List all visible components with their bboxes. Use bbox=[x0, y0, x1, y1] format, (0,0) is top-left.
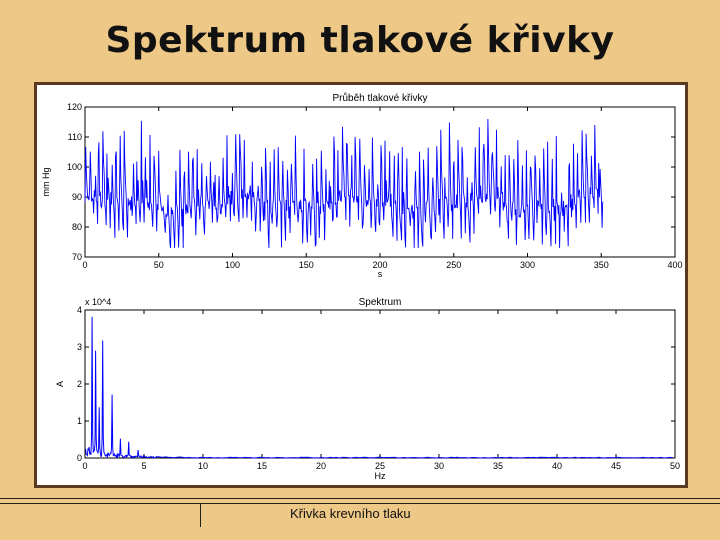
time-plot-ytick-label: 80 bbox=[72, 222, 82, 232]
time-plot-xtick-label: 100 bbox=[225, 260, 240, 270]
time-plot-xtick-label: 0 bbox=[82, 260, 87, 270]
spectrum-plot-xtick-label: 45 bbox=[611, 461, 621, 471]
spectrum-plot-multiplier: x 10^4 bbox=[85, 297, 111, 307]
time-plot-ytick-label: 70 bbox=[72, 252, 82, 262]
time-plot-xtick-label: 150 bbox=[299, 260, 314, 270]
spectrum-plot-xtick-label: 50 bbox=[670, 461, 680, 471]
spectrum-plot-ytick-label: 0 bbox=[77, 453, 82, 463]
time-plot-ytick-label: 90 bbox=[72, 192, 82, 202]
footer-caption: Křivka krevního tlaku bbox=[290, 506, 411, 521]
spectrum-plot-xtick-label: 35 bbox=[493, 461, 503, 471]
time-plot-axes-box bbox=[84, 106, 676, 258]
spectrum-plot-title: Spektrum bbox=[359, 297, 402, 308]
spectrum-plot: Spektrum x 10^4 Hz A 0 5 10 15 20 25 30 35 40 45 5… bbox=[55, 297, 680, 481]
spectrum-series-line bbox=[85, 316, 673, 459]
spectrum-plot-ytick-label: 4 bbox=[77, 305, 82, 315]
figure-canvas: Průběh tlakové křivky s mm Hg 0 50 100 150 2… bbox=[41, 92, 683, 481]
time-plot-ylabel: mm Hg bbox=[41, 168, 51, 197]
slide-title: Spektrum tlakové křivky bbox=[105, 20, 615, 61]
footer-rule-top bbox=[0, 498, 720, 499]
spectrum-plot-xlabel: Hz bbox=[375, 471, 386, 481]
spectrum-plot-xtick-label: 25 bbox=[375, 461, 385, 471]
time-plot-xtick-label: 300 bbox=[520, 260, 535, 270]
spectrum-plot-ytick-label: 3 bbox=[77, 342, 82, 352]
spectrum-plot-xtick-label: 20 bbox=[316, 461, 326, 471]
time-plot-xlabel: s bbox=[378, 269, 383, 279]
time-plot-ytick-label: 100 bbox=[67, 162, 82, 172]
time-plot-ytick-label: 120 bbox=[67, 102, 82, 112]
time-plot-ytick-label: 110 bbox=[68, 132, 82, 142]
time-plot-ticks: 0 50 100 150 200 250 300 350 400 70 80 90 100 110 120 bbox=[67, 102, 683, 270]
footer-rule-left bbox=[0, 503, 200, 504]
spectrum-plot-xtick-label: 10 bbox=[198, 461, 208, 471]
spectrum-plot-axes-box bbox=[84, 309, 676, 459]
footer-box bbox=[200, 503, 720, 527]
spectrum-plot-xtick-label: 5 bbox=[141, 461, 146, 471]
spectrum-plot-xtick-label: 15 bbox=[257, 461, 267, 471]
figure-frame: Průběh tlakové křivky s mm Hg 0 50 100 150 2… bbox=[34, 82, 688, 488]
time-plot-xtick-label: 350 bbox=[594, 260, 609, 270]
spectrum-plot-xtick-label: 40 bbox=[552, 461, 562, 471]
spectrum-plot-ytick-label: 1 bbox=[77, 416, 82, 426]
spectrum-plot-ytick-label: 2 bbox=[77, 379, 82, 389]
spectrum-plot-xtick-label: 0 bbox=[82, 461, 87, 471]
time-plot-xtick-label: 50 bbox=[154, 260, 164, 270]
spectrum-plot-ticks: 0 5 10 15 20 25 30 35 40 45 50 0 1 2 3 4 bbox=[77, 305, 680, 471]
time-plot-xtick-label: 400 bbox=[667, 260, 682, 270]
time-plot-xtick-label: 250 bbox=[446, 260, 461, 270]
time-plot-title: Průběh tlakové křivky bbox=[332, 92, 427, 104]
time-plot-xtick-label: 200 bbox=[372, 260, 387, 270]
spectrum-plot-xtick-label: 30 bbox=[434, 461, 444, 471]
spectrum-plot-ylabel: A bbox=[55, 381, 65, 387]
time-plot: Průběh tlakové křivky s mm Hg 0 50 100 150 2… bbox=[41, 92, 683, 279]
pressure-series-line bbox=[84, 118, 604, 249]
